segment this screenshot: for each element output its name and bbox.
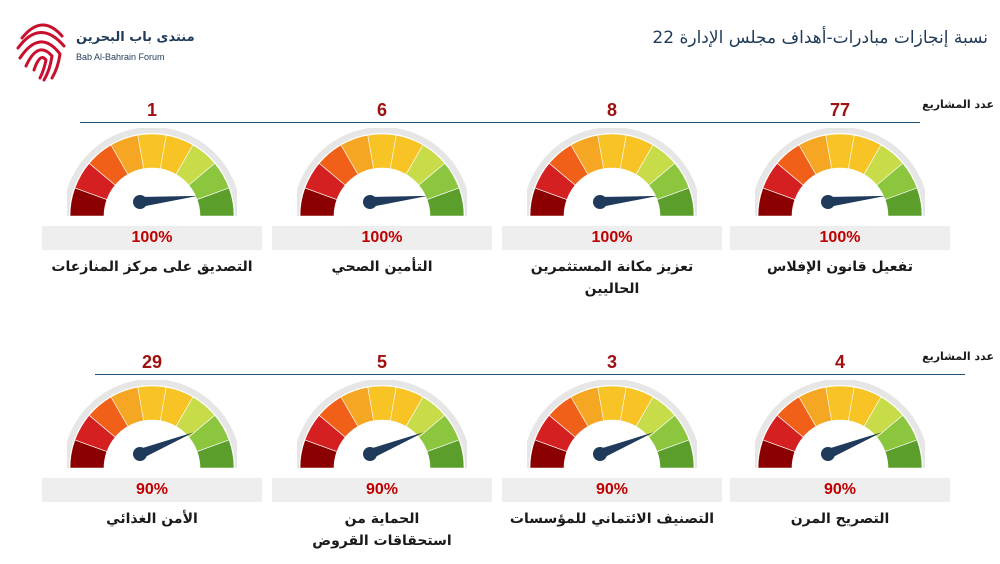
forum-logo: منتدى باب البحرين Bab Al-Bahrain Forum <box>12 8 195 88</box>
initiative-name: التأمين الصحي <box>331 259 433 275</box>
gauge-chart <box>67 128 237 217</box>
gauge-segment <box>884 187 923 217</box>
completion-percent: 90% <box>823 481 857 498</box>
gauge-needle <box>598 432 654 459</box>
gauge-rim <box>297 380 467 469</box>
completion-percent: 100% <box>591 229 633 246</box>
gauge-rim <box>755 380 925 469</box>
gauge-segment <box>196 187 235 217</box>
gauge-chart <box>297 128 467 217</box>
project-count: 77 <box>829 100 851 120</box>
gauge-hub <box>593 447 607 461</box>
percent-bar <box>502 478 722 502</box>
gauge-hub <box>821 195 835 209</box>
gauge-chart <box>755 380 925 469</box>
percent-bar <box>272 226 492 250</box>
completion-percent: 100% <box>819 229 861 246</box>
project-count: 1 <box>146 100 157 120</box>
gauge-segment <box>426 439 465 469</box>
logo-arabic-name: منتدى باب البحرين <box>76 30 195 45</box>
gauge-segment <box>884 439 923 469</box>
project-count: 6 <box>376 100 387 120</box>
completion-percent: 90% <box>365 481 399 498</box>
project-count: 29 <box>141 352 163 372</box>
project-count: 5 <box>376 352 387 372</box>
gauge-segment <box>656 439 695 469</box>
fingerprint-logo-icon <box>16 23 66 82</box>
project-count: 4 <box>834 352 845 372</box>
initiative-name: التصريح المرن <box>790 511 890 527</box>
gauge-hub <box>821 447 835 461</box>
initiative-name: تعزيز مكانة المستثمرين الحاليين <box>530 259 694 297</box>
gauge-needle <box>368 432 424 459</box>
project-count: 8 <box>606 100 617 120</box>
percent-bar <box>272 478 492 502</box>
gauge-needle <box>369 195 428 207</box>
gauge-needle <box>827 195 886 207</box>
row-2-divider <box>95 374 965 375</box>
gauge-needle <box>138 432 194 459</box>
gauge-rim <box>755 128 925 217</box>
gauge-rim <box>297 128 467 217</box>
gauge-hub <box>363 195 377 209</box>
percent-bar <box>730 478 950 502</box>
gauge-needle <box>139 195 198 207</box>
gauge-segment <box>426 187 465 217</box>
gauge-chart <box>755 128 925 217</box>
gauge-needle <box>599 195 658 207</box>
gauge-hub <box>363 447 377 461</box>
row-1-divider <box>80 122 920 123</box>
gauge-hub <box>133 195 147 209</box>
gauge-needle <box>826 432 882 459</box>
gauge-rim <box>67 128 237 217</box>
gauge-segment <box>196 439 235 469</box>
completion-percent: 100% <box>361 229 403 246</box>
gauge-hub <box>133 447 147 461</box>
project-count: 3 <box>606 352 617 372</box>
row-2-projects-label: عدد المشاريع <box>922 350 994 363</box>
completion-percent: 90% <box>135 481 169 498</box>
gauge-hub <box>593 195 607 209</box>
gauge-segment <box>656 187 695 217</box>
percent-bar <box>730 226 950 250</box>
completion-percent: 90% <box>595 481 629 498</box>
row-1-projects-label: عدد المشاريع <box>922 98 994 111</box>
completion-percent: 100% <box>131 229 173 246</box>
percent-bar <box>42 478 262 502</box>
gauge-rim <box>527 128 697 217</box>
gauge-chart <box>297 380 467 469</box>
initiative-name: الحماية من استحقاقات القروض <box>312 511 452 549</box>
initiative-name: التصنيف الائتماني للمؤسسات <box>509 511 715 527</box>
initiative-name: التصديق على مركز المنازعات <box>51 259 253 275</box>
percent-bar <box>502 226 722 250</box>
gauge-chart <box>527 380 697 469</box>
logo-english-name: Bab Al-Bahrain Forum <box>76 52 165 62</box>
gauge-chart <box>527 128 697 217</box>
initiative-name: تفعيل قانون الإفلاس <box>767 259 913 275</box>
gauge-rim <box>67 380 237 469</box>
gauge-chart <box>67 380 237 469</box>
initiative-name: الأمن الغذائي <box>106 511 198 527</box>
gauge-rim <box>527 380 697 469</box>
percent-bar <box>42 226 262 250</box>
page-title: نسبة إنجازات مبادرات-أهداف مجلس الإدارة … <box>652 28 988 48</box>
